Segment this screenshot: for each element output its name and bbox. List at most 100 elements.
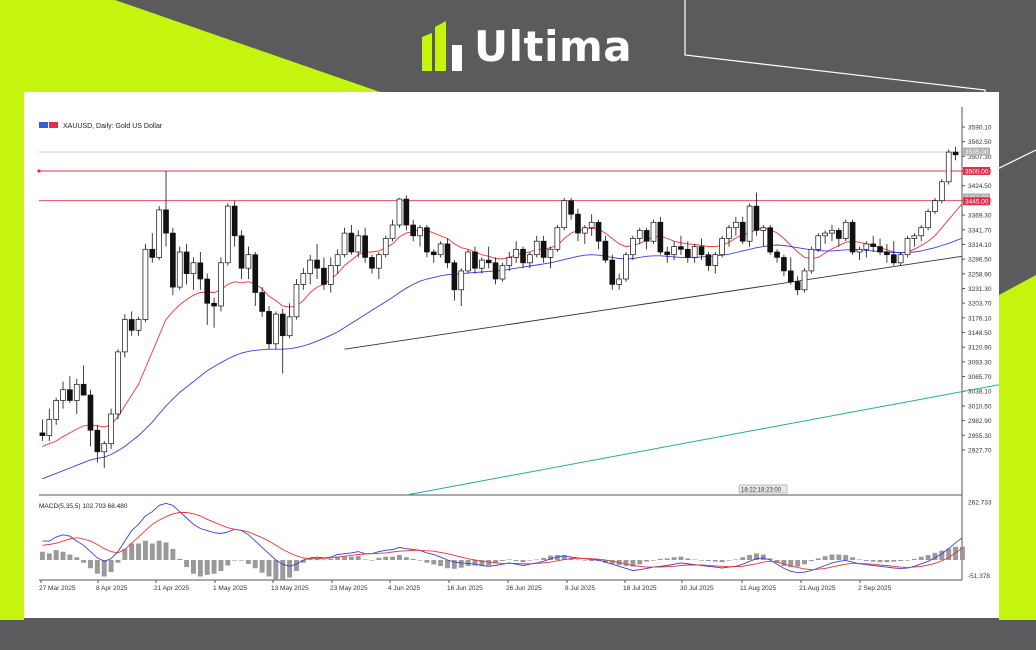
candle-body [836, 230, 842, 239]
price-tick-label: 3341.70 [968, 227, 992, 234]
candle-body [183, 251, 190, 274]
macd-histogram-bar [383, 556, 389, 560]
macd-histogram-bar [300, 560, 306, 563]
price-tick-label: 2955.30 [968, 433, 992, 440]
price-tag-label: 3500.00 [965, 169, 989, 176]
ultima-logo: Ultima [422, 20, 632, 72]
macd-histogram-bar [115, 560, 121, 563]
macd-histogram-bar [712, 560, 718, 562]
macd-histogram-bar [225, 560, 231, 566]
macd-histogram-bar [266, 560, 272, 577]
candle-body [128, 319, 135, 331]
macd-histogram-bar [369, 560, 375, 561]
macd-histogram-bar [328, 558, 334, 560]
macd-histogram-bar [445, 560, 450, 569]
macd-histogram-bar [88, 560, 93, 569]
price-tick-label: 3507.30 [968, 154, 992, 161]
candle-body [87, 394, 94, 431]
candle-body [334, 254, 341, 266]
macd-histogram-bar [376, 557, 382, 560]
macd-histogram-bar [245, 560, 251, 564]
candle-body [39, 432, 46, 436]
candle-body [733, 221, 739, 229]
candle-body [527, 254, 533, 264]
macd-histogram-bar [506, 559, 512, 561]
macd-histogram-bar [726, 560, 732, 561]
macd-histogram-bar [733, 559, 739, 561]
candle-body [781, 257, 787, 272]
candle-body [547, 248, 554, 258]
candle-body [142, 248, 149, 320]
macd-histogram-bar [81, 560, 87, 563]
candle-body [369, 257, 375, 269]
macd-histogram-bar [417, 560, 423, 561]
candle-body [643, 230, 650, 242]
date-box [738, 484, 788, 494]
price-tick-label: 3231.30 [968, 286, 992, 293]
macd-histogram-bar [877, 560, 883, 563]
candle-body [554, 227, 561, 250]
macd-histogram-bar [163, 542, 169, 560]
macd-histogram-bar [232, 560, 238, 561]
macd-histogram-bar [630, 560, 636, 567]
macd-histogram-bar [335, 556, 341, 560]
candle-body [321, 267, 327, 285]
candle-body [705, 254, 712, 266]
candle-body [684, 248, 691, 258]
macd-histogram-bar [561, 555, 567, 560]
macd-histogram-bar [657, 558, 663, 560]
candle-body [829, 230, 835, 234]
price-tick-label: 3424.50 [968, 183, 992, 190]
accent-top-left [0, 0, 380, 92]
time-tick-label: 21 Aug 2025 [799, 585, 836, 592]
macd-histogram-bar [918, 556, 924, 560]
candle-body [520, 248, 526, 264]
macd-signal-line [42, 512, 963, 571]
macd-histogram-bar [747, 555, 753, 560]
macd-histogram-bar [122, 549, 128, 560]
macd-histogram-bar [932, 552, 938, 560]
candle-body [135, 319, 142, 331]
price-tag [963, 147, 990, 156]
candle-body [952, 151, 959, 156]
candle-body [650, 221, 657, 242]
macd-histogram-bar [596, 560, 602, 562]
candle-body [94, 429, 101, 453]
candle-body [774, 251, 780, 258]
candle-body [67, 389, 73, 401]
macd-histogram-bar [486, 560, 492, 566]
macd-histogram-bar [959, 546, 965, 560]
candle-body [259, 292, 265, 312]
candle-body [197, 262, 204, 280]
ma-fast-line [42, 203, 963, 447]
macd-histogram-bar [795, 560, 801, 567]
price-tick-label: 3148.50 [968, 330, 992, 337]
macd-histogram-bar [94, 560, 100, 574]
candle-body [279, 313, 286, 337]
candle-body [808, 248, 815, 272]
macd-histogram-bar [451, 560, 457, 569]
candle-body [46, 419, 53, 436]
price-tick-label: 3120.90 [968, 345, 992, 352]
candle-body [939, 181, 945, 202]
macd-histogram-bar [705, 560, 711, 562]
candle-body [561, 200, 568, 229]
macd-histogram-bar [136, 543, 142, 560]
macd-label: MACD(5,35,5) 102.703 68.480 [39, 503, 128, 510]
price-tick-label: 3065.70 [968, 374, 992, 381]
time-tick-label: 18 Jul 2025 [623, 585, 657, 592]
candle-body [801, 270, 808, 291]
candle-body [842, 221, 849, 239]
candle-body [897, 254, 904, 264]
macd-histogram-bar [527, 560, 533, 561]
candle-body [430, 251, 437, 256]
price-tick-label: 3590.10 [968, 125, 992, 132]
macd-tick-label: -51.378 [968, 573, 990, 580]
macd-histogram-bar [493, 560, 499, 564]
candle-body [121, 319, 128, 353]
macd-histogram-bar [184, 560, 190, 568]
candle-body [465, 251, 471, 272]
candle-body [101, 443, 108, 453]
macd-histogram-bar [252, 560, 258, 569]
